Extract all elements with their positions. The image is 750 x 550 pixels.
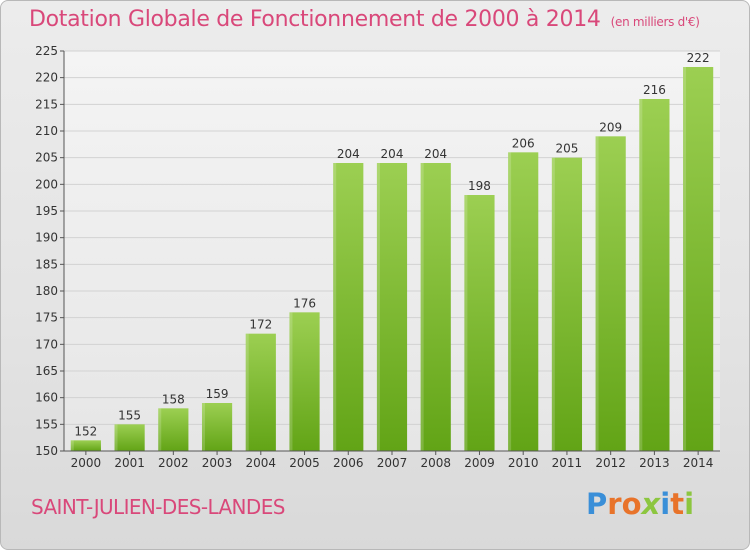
chart-title-text: Dotation Globale de Fonctionnement de 20…: [29, 7, 601, 32]
bar-highlight: [289, 312, 293, 451]
chart-title: Dotation Globale de Fonctionnement de 20…: [29, 7, 700, 32]
bar-2013: [639, 99, 670, 451]
logo-letter: i: [660, 487, 671, 521]
bar-2007: [376, 163, 408, 451]
bar-2010: [508, 152, 539, 452]
x-tick-label: 2003: [202, 456, 233, 470]
proxiti-logo[interactable]: Proxiti: [586, 487, 694, 521]
bar-highlight: [595, 136, 599, 452]
commune-name: SAINT-JULIEN-DES-LANDES: [31, 495, 285, 519]
x-tick-label: 2009: [464, 456, 495, 470]
value-label: 204: [337, 147, 360, 161]
bar-highlight: [114, 424, 118, 451]
x-tick-label: 2010: [508, 456, 539, 470]
bar-highlight: [420, 163, 424, 451]
y-tick-label: 170: [35, 337, 58, 351]
bar-highlight: [551, 157, 555, 451]
y-tick-label: 225: [35, 44, 58, 58]
x-tick-label: 2011: [552, 456, 583, 470]
bar-highlight: [508, 152, 512, 452]
bar-2002: [158, 408, 189, 451]
x-tick-label: 2013: [639, 456, 670, 470]
bar-highlight: [333, 163, 337, 451]
bar-highlight: [70, 440, 74, 451]
bar-layer: [70, 67, 714, 452]
bar-highlight: [158, 408, 162, 451]
axis-layer: 150 155 160 165 170 175 180 185 190 195 200 205 210 2…: [35, 44, 720, 470]
y-tick-label: 185: [35, 257, 58, 271]
bar-2009: [464, 195, 495, 451]
y-tick-label: 155: [35, 417, 58, 431]
bar-highlight: [683, 67, 687, 451]
value-label: 172: [249, 318, 272, 332]
value-label: 204: [424, 147, 447, 161]
y-tick-label: 175: [35, 311, 58, 325]
y-tick-label: 190: [35, 231, 58, 245]
bar-highlight: [464, 195, 468, 451]
bar-highlight: [639, 99, 643, 451]
bar-2004: [245, 333, 276, 451]
logo-letter: P: [586, 487, 608, 521]
bar-2006: [333, 163, 364, 451]
x-tick-label: 2001: [114, 456, 145, 470]
logo-letter: i: [684, 487, 695, 521]
y-tick-label: 150: [35, 444, 58, 458]
bar-2012: [595, 136, 626, 452]
bar-highlight: [376, 163, 380, 451]
value-label: 206: [512, 136, 535, 150]
value-label: 204: [381, 147, 404, 161]
label-layer: 152 155 158 159 172 176 204 204 204 198 206 205 209 2…: [74, 51, 709, 438]
value-label: 209: [599, 120, 622, 134]
bar-highlight: [245, 333, 249, 451]
x-tick-label: 2012: [595, 456, 626, 470]
x-tick-label: 2007: [377, 456, 408, 470]
bar-highlight: [201, 403, 205, 451]
x-tick-label: 2006: [333, 456, 364, 470]
bar-2011: [551, 157, 583, 451]
value-label: 176: [293, 296, 316, 310]
y-tick-label: 200: [35, 177, 58, 191]
x-tick-label: 2005: [289, 456, 320, 470]
y-tick-label: 165: [35, 364, 58, 378]
value-label: 158: [162, 392, 185, 406]
value-label: 216: [643, 83, 666, 97]
y-tick-label: 160: [35, 391, 58, 405]
bar-2005: [289, 312, 320, 451]
x-tick-label: 2008: [420, 456, 451, 470]
y-tick-label: 210: [35, 124, 58, 138]
logo-letter: t: [670, 487, 685, 521]
y-tick-label: 215: [35, 97, 58, 111]
logo-letter: r: [607, 487, 622, 521]
y-tick-label: 220: [35, 71, 58, 85]
value-label: 159: [206, 387, 229, 401]
bar-2008: [420, 163, 451, 451]
bar-2001: [114, 424, 145, 451]
value-label: 152: [74, 424, 97, 438]
value-label: 155: [118, 408, 141, 422]
bar-2000: [70, 440, 101, 451]
y-tick-label: 195: [35, 204, 58, 218]
logo-letter: x: [641, 487, 661, 521]
bar-2014: [683, 67, 714, 451]
value-label: 222: [687, 51, 710, 65]
value-label: 205: [555, 142, 578, 156]
chart-subtitle: (en milliers d'€): [610, 15, 700, 29]
x-tick-label: 2014: [683, 456, 714, 470]
x-tick-label: 2000: [71, 456, 102, 470]
y-tick-label: 205: [35, 151, 58, 165]
logo-letter: o: [621, 487, 642, 521]
value-label: 198: [468, 179, 491, 193]
x-tick-label: 2002: [158, 456, 189, 470]
x-tick-label: 2004: [246, 456, 277, 470]
bar-2003: [201, 403, 233, 451]
y-tick-label: 180: [35, 284, 58, 298]
